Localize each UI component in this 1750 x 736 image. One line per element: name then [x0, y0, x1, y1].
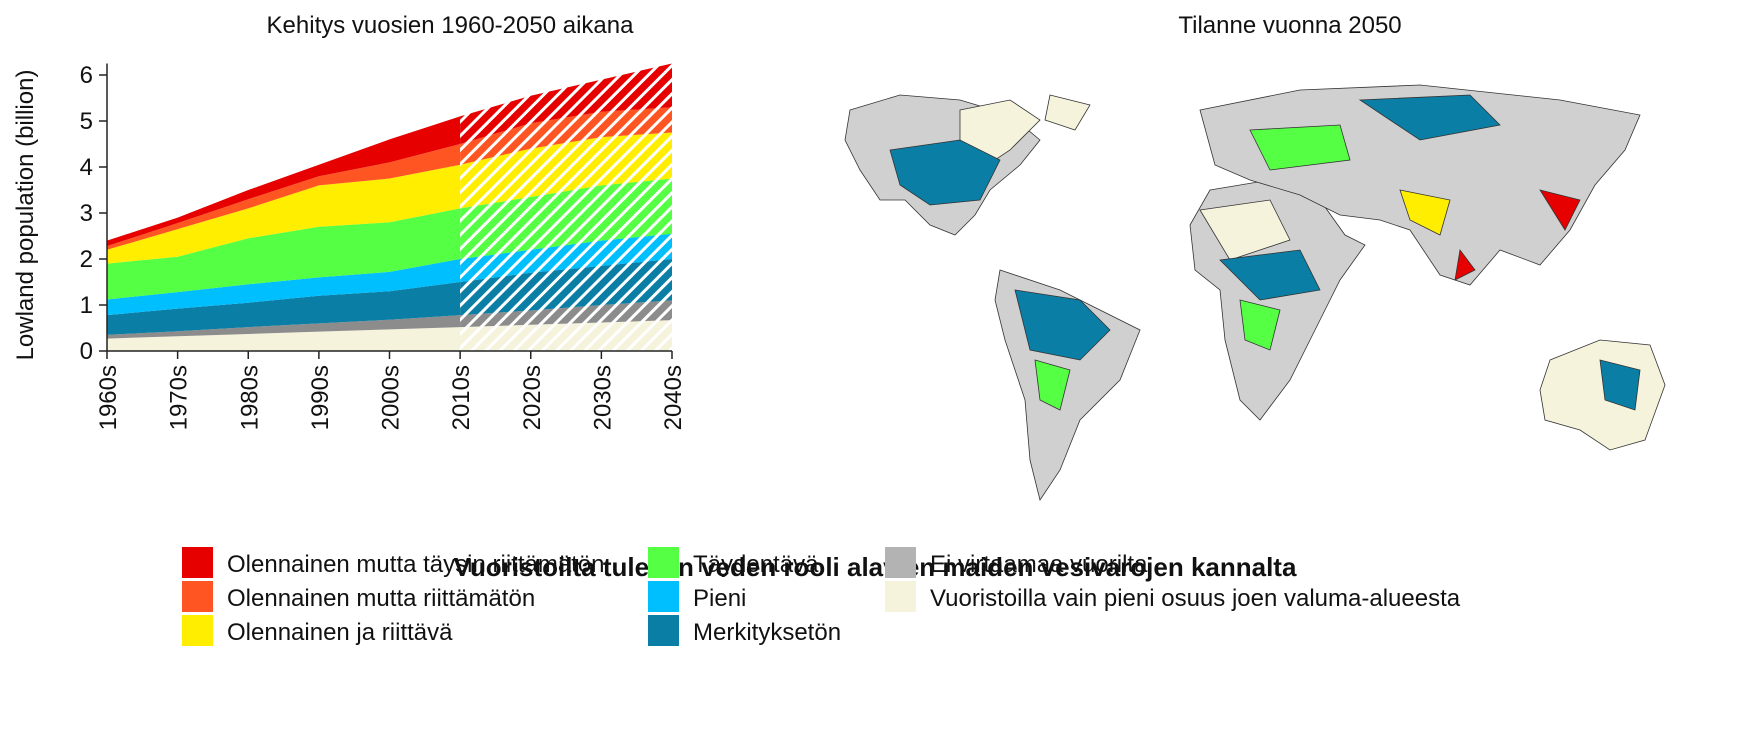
legend-label: Olennainen mutta täysin riittämätön — [227, 551, 605, 578]
x-tick-label: 1970s — [166, 365, 193, 430]
legend-swatch — [885, 581, 916, 612]
legend-swatch — [182, 615, 213, 646]
area-projection — [460, 300, 672, 328]
area — [107, 144, 461, 250]
y-tick-label: 3 — [80, 200, 93, 227]
legend-label: Merkityksetön — [693, 619, 841, 646]
x-tick-label: 1990s — [307, 365, 334, 430]
y-tick-label: 1 — [80, 292, 93, 319]
legend-swatch — [648, 547, 679, 578]
area — [107, 315, 461, 339]
area-projection — [460, 259, 672, 316]
area — [107, 259, 461, 316]
world-map — [844, 84, 1666, 501]
map-title: Tilanne vuonna 2050 — [1178, 12, 1401, 39]
area — [107, 208, 461, 300]
x-tick-label: 1960s — [95, 365, 122, 430]
y-tick-label: 5 — [80, 108, 93, 135]
x-tick-label: 2040s — [660, 365, 687, 430]
legend-swatch — [885, 547, 916, 578]
area — [107, 282, 461, 335]
area-projection — [460, 320, 672, 351]
areas — [107, 63, 672, 351]
area-projection — [460, 233, 672, 282]
y-tick-label: 4 — [80, 154, 93, 181]
legend-label: Vuoristoilla vain pieni osuus joen valum… — [930, 585, 1461, 612]
x-tick-label: 1980s — [236, 365, 263, 430]
legend-swatch — [648, 581, 679, 612]
y-axis-label: Lowland population (billion) — [12, 70, 39, 361]
legend-label: Ei virtaamaa vuorilta — [930, 551, 1148, 578]
legend-swatch — [648, 615, 679, 646]
legend-title: Vuoristoilta tulevan veden rooli alavien… — [454, 552, 1297, 582]
legend-swatch — [182, 581, 213, 612]
y-tick-label: 0 — [80, 338, 93, 365]
area-projection — [460, 178, 672, 259]
area — [107, 327, 461, 351]
legend-label: Täydentävä — [693, 551, 819, 578]
area-projection — [460, 132, 672, 209]
legend-label: Olennainen ja riittävä — [227, 619, 453, 646]
chart-title: Kehitys vuosien 1960-2050 aikana — [267, 12, 635, 39]
x-tick-label: 2000s — [378, 365, 405, 430]
x-tick-label: 2010s — [448, 365, 475, 430]
x-tick-label: 2030s — [589, 365, 616, 430]
area-projection — [460, 107, 672, 165]
area-projection — [460, 63, 672, 144]
y-tick-label: 6 — [80, 62, 93, 89]
legend-label: Olennainen mutta riittämätön — [227, 585, 535, 612]
legend-label: Pieni — [693, 585, 746, 612]
legend-swatch — [182, 547, 213, 578]
area — [107, 116, 461, 247]
x-tick-label: 2020s — [519, 365, 546, 430]
y-tick-label: 2 — [80, 246, 93, 273]
area — [107, 164, 461, 264]
